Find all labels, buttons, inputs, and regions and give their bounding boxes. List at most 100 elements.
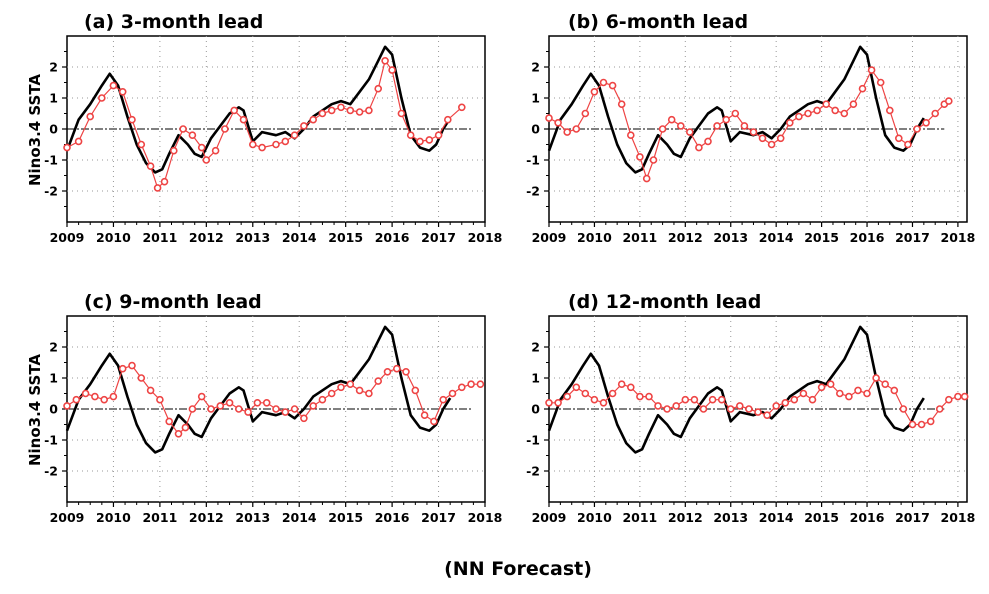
y-ticks: -2 -1 0 1 2 [44,331,67,487]
forecast-point [545,398,553,407]
observed-series [547,45,925,174]
forecast-point [922,119,930,127]
forecast-point [118,364,127,373]
forecast-point [763,411,771,420]
forecast-point [434,131,443,139]
forecast-point [636,153,644,161]
forecast-point [211,146,220,155]
forecast-point [397,109,406,118]
forecast-point [772,402,781,410]
x-tick-label: 2018 [941,510,976,525]
forecast-point [863,389,871,398]
forecast-point [272,140,280,149]
forecast-point [230,106,238,115]
forecast-point [392,364,401,373]
forecast-point [913,125,921,133]
forecast-point [272,405,280,413]
x-tick-label: 2017 [421,510,456,525]
forecast-point [98,94,106,102]
forecast-point [225,398,234,407]
forecast-point [917,420,926,429]
forecast-point [381,56,389,65]
x-tick-label: 2014 [282,510,317,525]
forecast-point [179,125,187,133]
y-tick-label: 1 [531,371,540,386]
x-tick-label: 2013 [235,510,270,525]
x-tick-label: 2016 [850,510,885,525]
forecast-point [581,389,590,398]
forecast-point [425,136,434,144]
forecast-point [695,143,703,152]
x-tick-label: 2012 [668,510,703,525]
forecast-point [563,128,572,136]
forecast-point [608,389,617,398]
observed-line [65,45,452,174]
y-tick-label: -1 [44,153,58,168]
forecast-point [365,389,373,398]
forecast-point [754,408,762,416]
y-tick-label: 2 [531,60,540,75]
forecast-series [545,374,969,429]
forecast-point [749,128,758,136]
panel-title: (a) 3-month lead [84,11,263,33]
forecast-point [676,122,685,130]
forecast-point [146,386,155,395]
forecast-point [954,392,962,401]
forecast-point [467,380,475,389]
forecast-series [545,66,953,183]
x-tick-label: 2014 [282,230,317,245]
forecast-point [337,383,345,392]
forecast-point [704,137,712,146]
forecast-point [690,395,699,404]
forecast-point [767,140,776,149]
x-tick-label: 2014 [759,510,794,525]
forecast-point [849,100,858,108]
forecast-point [221,125,229,133]
x-tick-label: 2016 [850,230,885,245]
forecast-point [309,402,318,410]
forecast-point [181,423,190,432]
panel-b: (b) 6-month lead -2 -1 0 1 2 2009 2010 2011 201… [526,11,975,245]
forecast-point [813,106,821,115]
forecast-point [926,417,935,426]
forecast-point [383,367,392,376]
forecast-point [63,402,71,410]
forecast-point [608,81,617,90]
forecast-point [137,374,146,382]
forecast-point [872,374,880,382]
forecast-point [681,395,690,404]
forecast-point [554,398,562,407]
forecast-point [262,398,271,407]
x-tick-label: 2010 [96,230,131,245]
forecast-point [443,115,452,124]
grid-lines [549,316,967,502]
x-tick-label: 2015 [328,230,363,245]
forecast-point [645,392,653,401]
forecast-point [249,140,257,149]
forecast-point [86,112,94,121]
forecast-point [944,395,953,404]
forecast-point [290,405,299,413]
forecast-point [654,402,662,410]
x-tick-label: 2014 [759,230,794,245]
forecast-point [402,367,410,376]
y-tick-label: 1 [49,371,58,386]
forecast-point [817,383,826,392]
forecast-point [935,405,944,413]
x-tick-label: 2016 [375,510,410,525]
x-tick-label: 2017 [895,230,930,245]
forecast-point [406,131,415,139]
forecast-point [235,405,243,413]
x-ticks: 2009 2010 2011 2012 2013 2014 2015 2016 2017 2018 [50,502,502,525]
forecast-point [881,380,890,389]
forecast-point [590,395,599,404]
forecast-point [776,134,785,143]
y-tick-label: 1 [49,91,58,106]
forecast-line [66,364,481,435]
forecast-point [346,380,355,389]
observed-series [65,325,452,454]
x-tick-label: 2010 [577,510,612,525]
forecast-point [908,420,917,429]
forecast-point [300,414,308,423]
